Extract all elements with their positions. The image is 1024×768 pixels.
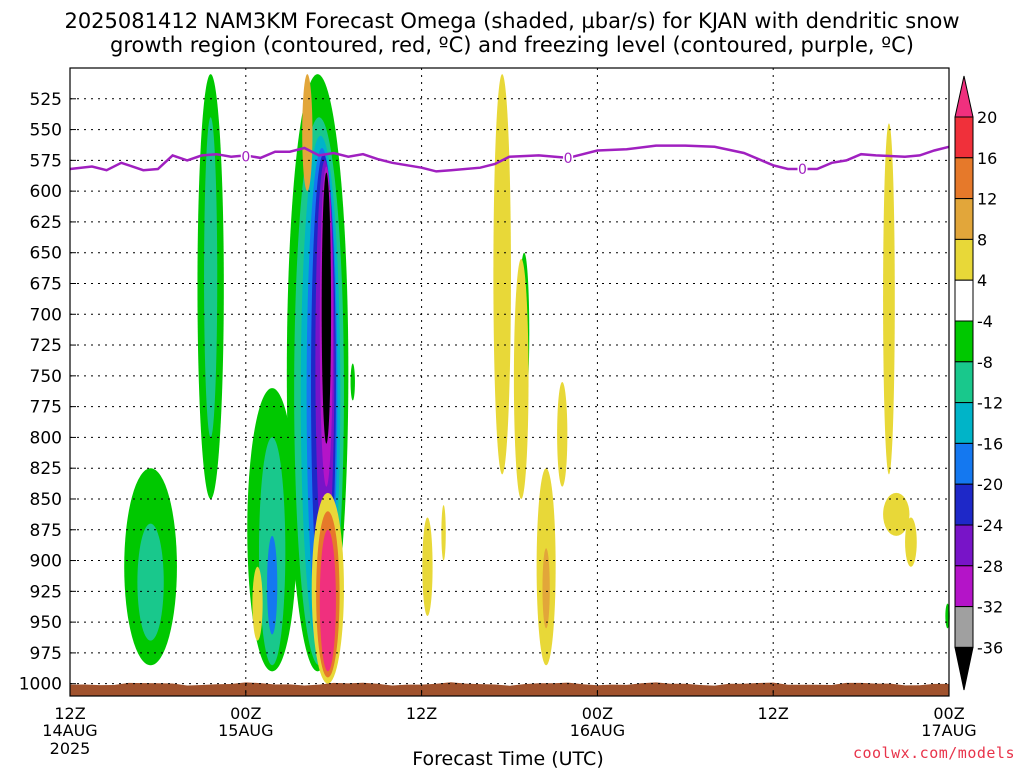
colorbar-swatch (954, 279, 974, 322)
colorbar-label: -8 (977, 353, 993, 372)
colorbar-label: -16 (977, 434, 1003, 453)
y-tick-label: 525 (30, 90, 62, 110)
contour-label-background (563, 149, 574, 166)
colorbar-bottom-arrow (954, 646, 974, 691)
x-tick-label: 00Z (582, 704, 613, 723)
freezing-level-contour: 0 0 0 (69, 144, 950, 178)
omega-region (252, 566, 263, 641)
y-tick-label: 825 (30, 459, 62, 479)
ground-fill (70, 682, 949, 696)
colorbar-label: -12 (977, 394, 1003, 413)
colorbar-swatch (954, 483, 974, 526)
x-tick-date: 17AUG (921, 721, 976, 740)
omega-shading (124, 74, 950, 684)
chart-title-line-2: growth region (contoured, red, ºC) and f… (110, 33, 914, 57)
ground-layer (70, 682, 949, 696)
colorbar-swatch (954, 116, 974, 159)
omega-region (513, 258, 529, 499)
colorbar-label: -36 (977, 638, 1003, 657)
omega-region (302, 74, 313, 192)
chart-title-line-1: 2025081412 NAM3KM Forecast Omega (shaded… (64, 9, 960, 33)
colorbar-swatch (954, 606, 974, 648)
omega-region (204, 117, 218, 438)
x-tick-label: 00Z (230, 704, 261, 723)
colorbar-swatch (954, 361, 974, 404)
colorbar-label: -32 (977, 598, 1003, 617)
y-tick-label: 800 (30, 428, 62, 448)
colorbar-legend: 20 16 12 8 4 -4 -8 -12 -16 -20 -24 -28 -32 -36 (954, 75, 1003, 691)
colorbar-swatch (954, 402, 974, 444)
colorbar-label: 16 (977, 149, 997, 168)
y-tick-label: 700 (30, 305, 62, 325)
omega-region (137, 523, 164, 641)
y-tick-label: 950 (30, 613, 62, 633)
contour-label: 0 (241, 150, 250, 166)
x-tick-date: 16AUG (570, 721, 625, 740)
colorbar-label: 20 (977, 108, 997, 127)
plot-frame (69, 67, 950, 697)
omega-region (883, 123, 895, 475)
omega-region (542, 548, 550, 629)
x-axis-label: Forecast Time (UTC) (412, 748, 603, 768)
y-tick-label: 775 (30, 398, 62, 418)
colorbar-swatch (954, 157, 974, 200)
colorbar-label: 8 (977, 230, 987, 249)
colorbar-swatch (954, 198, 974, 240)
colorbar-label: 4 (977, 271, 987, 290)
colorbar-label: -24 (977, 516, 1003, 535)
y-tick-label: 875 (30, 521, 62, 541)
contour-label: 0 (798, 162, 807, 178)
credit-link[interactable]: coolwx.com/models (852, 744, 1015, 762)
omega-region (267, 535, 278, 635)
y-tick-label: 550 (30, 121, 62, 141)
colorbar-swatch (954, 524, 974, 567)
y-tick-label: 1000 (19, 675, 62, 695)
y-tick-label: 650 (30, 244, 62, 264)
x-tick-label: 12Z (758, 704, 789, 723)
x-tick-label: 12Z (406, 704, 437, 723)
y-tick-label: 925 (30, 582, 62, 602)
x-tick-date: 15AUG (218, 721, 273, 740)
contour-label: 0 (564, 151, 573, 167)
omega-region (350, 363, 355, 401)
y-tick-label: 575 (30, 151, 62, 171)
x-tick-label: 00Z (933, 704, 964, 723)
colorbar-top-arrow (954, 75, 974, 118)
omega-region (557, 382, 568, 487)
contour-label-background (240, 148, 251, 165)
omega-region (321, 172, 332, 444)
y-tick-label: 725 (30, 336, 62, 356)
colorbar-label: -4 (977, 312, 993, 331)
colorbar-swatch (954, 442, 974, 485)
colorbar-swatch (954, 238, 974, 281)
colorbar-swatch (954, 565, 974, 608)
colorbar-label: -28 (977, 557, 1003, 576)
y-tick-label: 900 (30, 552, 62, 572)
y-tick-label: 675 (30, 274, 62, 294)
y-tick-label: 750 (30, 367, 62, 387)
omega-region (883, 492, 910, 536)
y-tick-label: 850 (30, 490, 62, 510)
x-tick-date: 14AUG (42, 721, 97, 740)
colorbar-label: 12 (977, 190, 997, 209)
freezing-level-line (69, 144, 950, 173)
y-tick-label: 625 (30, 213, 62, 233)
omega-region (905, 517, 917, 567)
omega-region (319, 529, 336, 672)
x-tick-label: 12Z (54, 704, 85, 723)
omega-region (441, 505, 446, 561)
omega-region (493, 74, 511, 475)
colorbar-swatch (954, 320, 974, 363)
colorbar-label: -20 (977, 475, 1003, 494)
y-tick-label: 600 (30, 182, 62, 202)
contour-label-background (797, 160, 808, 177)
y-axis: 525 550 575 600 625 650 675 700 725 750 775 800 825 8… (19, 90, 76, 695)
y-tick-label: 975 (30, 644, 62, 664)
x-tick-year: 2025 (50, 739, 91, 758)
omega-region (422, 517, 433, 616)
